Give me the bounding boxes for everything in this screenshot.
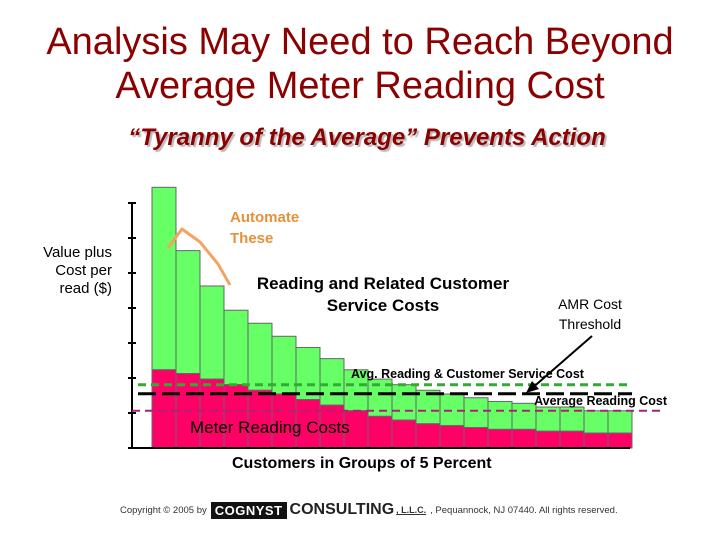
bar-reading-cost bbox=[367, 415, 393, 449]
bar-service-cost bbox=[319, 358, 345, 406]
service-costs-label-line1: Reading and Related Customer bbox=[257, 274, 510, 293]
bar-reading-cost bbox=[439, 425, 465, 449]
bar-service-cost bbox=[607, 410, 633, 434]
amr-label-line1: AMR Cost bbox=[558, 296, 622, 312]
x-axis-label: Customers in Groups of 5 Percent bbox=[232, 455, 492, 472]
footer-address: , Pequannock, NJ 07440. All rights reser… bbox=[430, 504, 618, 516]
slide-subtitle: “Tyranny of the Average” Prevents Action bbox=[128, 124, 606, 151]
bar-reading-cost bbox=[487, 428, 513, 449]
bar-service-cost bbox=[199, 285, 225, 380]
amr-arrow-line bbox=[529, 335, 593, 391]
bar-reading-cost bbox=[223, 384, 249, 449]
slide-title: Analysis May Need to Reach Beyond Averag… bbox=[0, 20, 720, 108]
bar-service-cost bbox=[295, 346, 321, 401]
bar-service-cost bbox=[415, 389, 441, 425]
bar-reading-cost bbox=[559, 430, 585, 449]
amr-label-line2: Threshold bbox=[559, 316, 621, 332]
bar-service-cost bbox=[151, 186, 177, 371]
bar-service-cost bbox=[463, 397, 489, 429]
copyright-text: Copyright © 2005 by bbox=[120, 504, 207, 516]
bar-reading-cost bbox=[583, 432, 609, 449]
footer: Copyright © 2005 by COGNYST CONSULTING ,… bbox=[120, 501, 618, 519]
title-line-1: Analysis May Need to Reach Beyond bbox=[46, 21, 674, 63]
bar-reading-cost bbox=[151, 369, 177, 449]
bar-reading-cost bbox=[247, 389, 273, 449]
bar-service-cost bbox=[487, 400, 513, 430]
meter-costs-label: Meter Reading Costs bbox=[190, 418, 350, 437]
bar-reading-cost bbox=[463, 427, 489, 449]
service-costs-label-line2: Service Costs bbox=[327, 296, 439, 315]
automate-label-line2: These bbox=[230, 230, 273, 247]
automate-bracket bbox=[166, 227, 232, 286]
bar-service-cost bbox=[511, 402, 537, 430]
bar-reading-cost bbox=[391, 419, 417, 449]
amr-arrow-head bbox=[526, 381, 539, 393]
bar-reading-cost bbox=[271, 393, 297, 449]
title-line-2: Average Meter Reading Cost bbox=[115, 65, 605, 107]
bar-service-cost bbox=[175, 250, 201, 375]
bar-service-cost bbox=[247, 322, 273, 391]
company-logo-box: COGNYST bbox=[210, 501, 287, 519]
y-axis-label: Value plus Cost per read ($) bbox=[43, 244, 112, 297]
bar-reading-cost bbox=[199, 378, 225, 449]
automate-label-line1: Automate bbox=[230, 209, 299, 226]
bar-reading-cost bbox=[607, 432, 633, 449]
avg-reading-cost-label: Average Reading Cost bbox=[534, 394, 668, 408]
avg-service-cost-label: Avg. Reading & Customer Service Cost bbox=[351, 367, 585, 381]
bar-reading-cost bbox=[511, 428, 537, 449]
company-logo-llc: , L.L.C. bbox=[396, 505, 427, 515]
bar-service-cost bbox=[223, 309, 249, 386]
bar-reading-cost bbox=[535, 430, 561, 449]
company-logo-text: CONSULTING bbox=[289, 501, 395, 518]
bar-reading-cost bbox=[415, 423, 441, 449]
bar-reading-cost bbox=[319, 404, 345, 449]
bar-service-cost bbox=[391, 384, 417, 421]
bar-service-cost bbox=[583, 410, 609, 434]
